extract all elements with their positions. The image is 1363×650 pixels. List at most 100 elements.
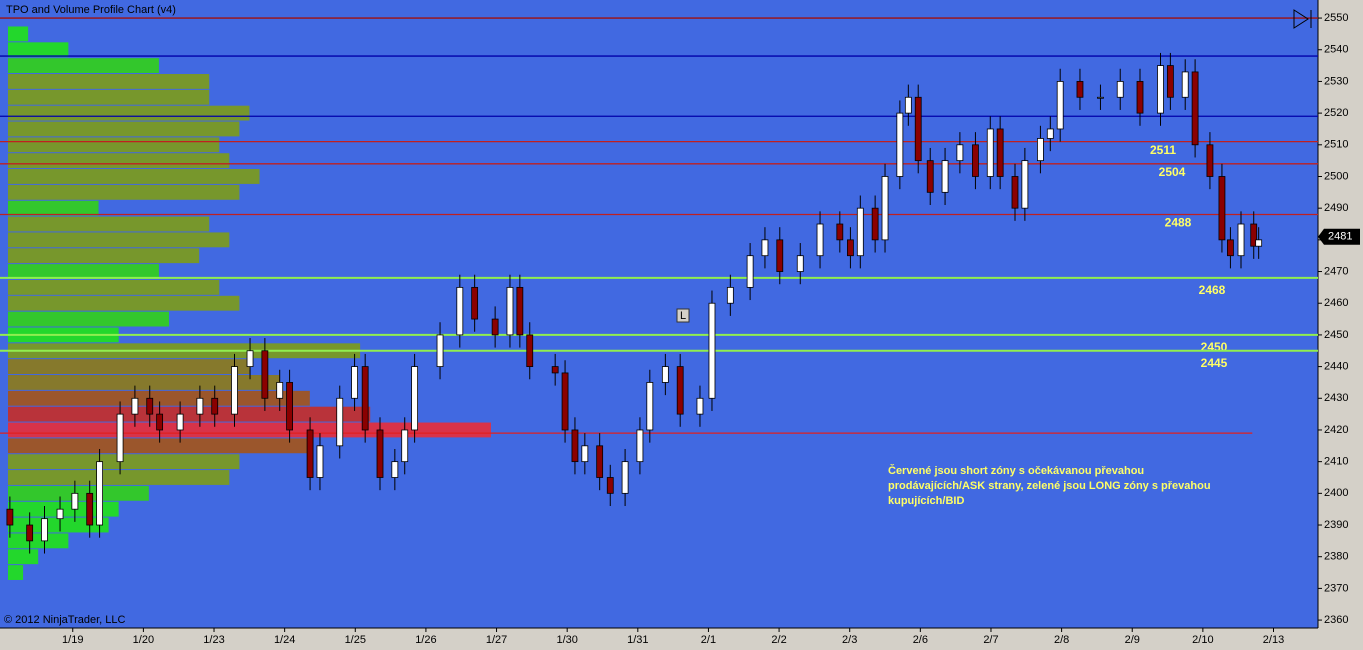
candle-body — [401, 429, 409, 463]
candle-body — [316, 445, 324, 478]
x-tick-label: 1/26 — [415, 634, 436, 646]
candle-body — [26, 524, 34, 542]
candle-body — [411, 366, 419, 431]
profile-bar — [8, 169, 260, 184]
candle-body — [746, 255, 754, 288]
profile-bar — [8, 105, 250, 121]
candle-body — [6, 508, 14, 526]
candle-body — [506, 286, 514, 336]
level-label: 2468 — [1199, 283, 1226, 297]
candle-body — [856, 207, 864, 257]
annotation-line: Červené jsou short zóny s očekávanou pře… — [888, 464, 1144, 477]
y-tick-label: 2420 — [1324, 424, 1348, 436]
last-price-label: 2481 — [1328, 231, 1352, 243]
profile-bar — [8, 533, 69, 549]
profile-bar — [8, 549, 39, 565]
x-tick-label: 2/9 — [1125, 634, 1140, 646]
candle-body — [96, 461, 103, 526]
candle-body — [941, 160, 949, 193]
last-price-tag — [1318, 228, 1360, 245]
levels: 2511 2504 2488 2468 2450 2445 — [0, 17, 1318, 434]
candle-body — [231, 366, 238, 415]
candle-body — [996, 128, 1004, 177]
profile-bar — [8, 311, 169, 327]
candle-body — [1011, 176, 1019, 209]
level-label: 2504 — [1159, 165, 1186, 179]
y-tick-label: 2550 — [1324, 12, 1348, 24]
candle-body — [1255, 239, 1263, 247]
y-tick-label: 2510 — [1324, 139, 1348, 151]
level-label: 2445 — [1201, 356, 1228, 370]
candle-body — [1076, 81, 1084, 98]
profile-bar — [8, 454, 240, 470]
candle-body — [336, 397, 344, 447]
candle-body — [972, 144, 979, 177]
profile-bar — [8, 565, 24, 580]
candle-body — [306, 429, 314, 478]
y-tick-label: 2470 — [1324, 265, 1348, 277]
profile-bar — [8, 359, 250, 375]
profile-bar — [8, 438, 310, 454]
candle-body — [621, 461, 629, 494]
y-tick-label: 2400 — [1324, 487, 1348, 499]
y-tick-label: 2500 — [1324, 170, 1348, 182]
annotation-line: kupujících/BID — [888, 495, 964, 507]
candle-body — [904, 96, 912, 114]
annotation-line: prodávajících/ASK strany, zelené jsou LO… — [888, 480, 1211, 492]
candle-body — [1046, 128, 1054, 139]
candle-body — [196, 397, 204, 415]
candle-body — [881, 176, 889, 241]
profile-bar — [8, 375, 280, 390]
candle-body — [1181, 71, 1189, 98]
x-tick-label: 2/13 — [1263, 634, 1284, 646]
candle-body — [116, 413, 124, 463]
x-tick-label: 1/24 — [274, 634, 295, 646]
candle-body — [71, 492, 79, 510]
candle-body — [1250, 223, 1258, 247]
x-tick-label: 1/23 — [203, 634, 224, 646]
candle-body — [351, 366, 358, 399]
x-tick-label: 2/8 — [1054, 634, 1069, 646]
candle-body — [761, 239, 769, 257]
y-tick-label: 2460 — [1324, 297, 1348, 309]
level-label: 2511 — [1150, 143, 1176, 157]
profile-bar — [8, 279, 220, 295]
candle-body — [816, 223, 824, 257]
candle-body — [41, 518, 48, 542]
candle-body — [596, 445, 604, 478]
level-label: 2488 — [1165, 216, 1192, 230]
x-tick-label: 1/31 — [627, 634, 648, 646]
profile-bar — [8, 248, 200, 264]
candle-body — [1191, 71, 1199, 146]
candle-body — [376, 429, 384, 478]
x-tick-label: 1/30 — [556, 634, 577, 646]
candle-body — [696, 397, 704, 415]
candle-body — [896, 112, 904, 177]
candle-body — [276, 382, 284, 399]
profile-bar — [8, 470, 230, 485]
candle-body — [1218, 176, 1226, 241]
x-tick-label: 2/3 — [842, 634, 857, 646]
profile-bar — [8, 406, 371, 422]
candle-body — [914, 96, 922, 162]
marker: L — [680, 310, 686, 322]
candle-body — [526, 334, 534, 367]
candle-body — [836, 223, 844, 241]
candle-body — [561, 372, 569, 431]
y-tick-label: 2430 — [1324, 392, 1348, 404]
y-tick-label: 2390 — [1324, 519, 1348, 531]
scroll-button[interactable] — [1293, 9, 1309, 29]
profile-bar — [8, 232, 230, 248]
candle-body — [926, 160, 934, 193]
profile-bar — [8, 121, 240, 137]
profile-bar — [8, 137, 220, 153]
profile-bar — [8, 89, 210, 105]
profile-bar — [8, 26, 29, 42]
candle-body — [708, 302, 716, 399]
profile-bar — [8, 74, 210, 89]
candle-body — [471, 286, 479, 320]
candle-body — [56, 508, 64, 520]
profile-bar — [8, 264, 159, 279]
x-tick-label: 1/19 — [62, 634, 83, 646]
